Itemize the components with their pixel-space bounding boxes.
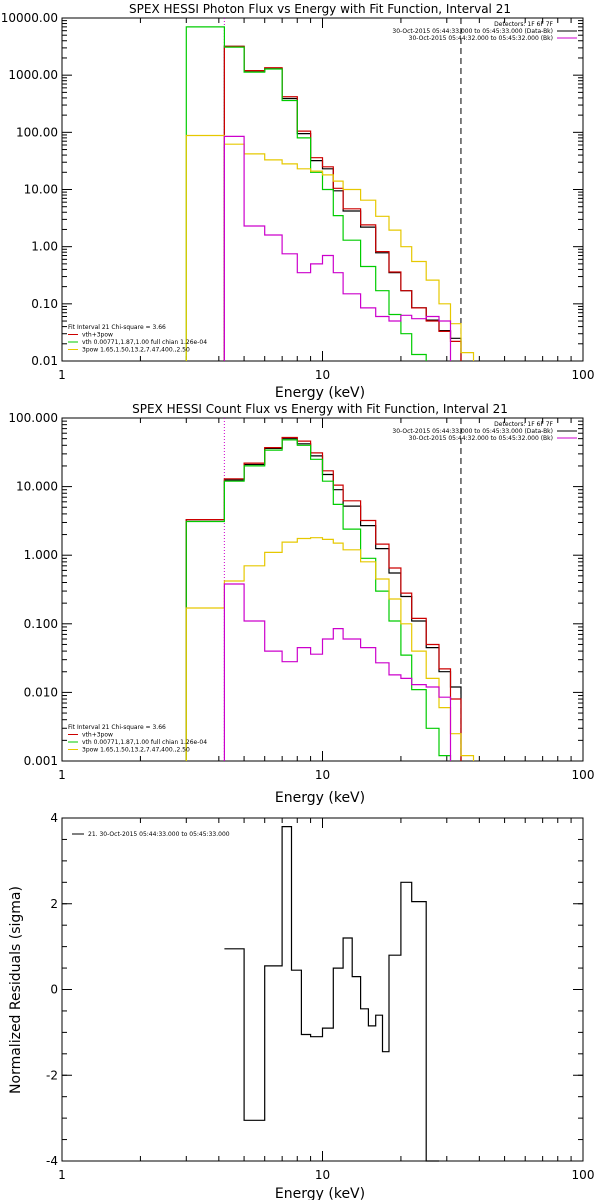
legend-entry: vth+3pow	[82, 732, 113, 739]
y-tick-label: 1.000	[24, 548, 58, 562]
y-tick-label: 0.001	[24, 754, 58, 768]
legend-entry: vth 0.00771,1.87,1.00 full chian 1.26e-0…	[82, 339, 207, 346]
series-vth-3pow-line	[223, 45, 462, 361]
chart-title: SPEX HESSI Photon Flux vs Energy with Fi…	[129, 2, 511, 16]
y-tick-label: 0.01	[31, 354, 58, 368]
legend-entry: Fit Interval 21 Chi-square = 3.66	[68, 324, 166, 331]
header-line: 30-Oct-2015 05:44:32.000 to 05:45:32.000…	[409, 35, 553, 42]
x-tick-label: 10	[315, 368, 330, 382]
x-tick-label: 100	[572, 1168, 595, 1182]
x-tick-label: 1	[58, 368, 66, 382]
series-vth-line	[185, 439, 452, 761]
plot-frame	[61, 817, 584, 1162]
y-axis-label: Normalized Residuals (sigma)	[8, 886, 24, 1094]
y-tick-label: 0	[50, 983, 58, 997]
legend-entry: vth+3pow	[82, 332, 113, 339]
residuals-panel: Energy (keV) Normalized Residuals (sigma…	[8, 811, 594, 1200]
legend-entry: vth 0.00771,1.87,1.00 full chian 1.26e-0…	[82, 739, 207, 746]
x-tick-label: 100	[572, 768, 595, 782]
legend-entry: 21. 30-Oct-2015 05:44:33.000 to 05:45:33…	[88, 831, 230, 838]
axis-ticks: 1 10 100 4 2 0 -2 -4	[46, 811, 594, 1182]
series-vth-line	[185, 26, 427, 361]
y-tick-label: 10.000	[16, 480, 58, 494]
photon-flux-panel: SPEX HESSI Photon Flux vs Energy with Fi…	[1, 2, 595, 401]
x-axis-label: Energy (keV)	[275, 790, 365, 806]
y-tick-label: 10000.00	[1, 11, 58, 25]
legend-entry: 3pow 1.65,1.50,13.2,7.47,400.,2.50	[82, 747, 190, 754]
header-line: Detectors: 1F 6F 7F	[494, 421, 553, 428]
y-tick-label: 2	[50, 897, 58, 911]
axis-ticks: 1 10 100 100.000 10.000 1.000 0.100 0.010 0.001	[8, 411, 594, 782]
legend-entry: Fit Interval 21 Chi-square = 3.66	[68, 724, 166, 731]
y-tick-label: 100.000	[8, 411, 58, 425]
y-tick-label: 0.100	[24, 617, 58, 631]
y-tick-label: 0.010	[24, 685, 58, 699]
y-tick-label: 1.00	[31, 240, 58, 254]
y-tick-label: -4	[46, 1154, 58, 1168]
count-flux-panel: SPEX HESSI Count Flux vs Energy with Fit…	[8, 402, 594, 806]
series-group	[224, 826, 439, 1162]
x-tick-label: 1	[58, 1168, 66, 1182]
series-bk-line	[223, 135, 452, 361]
legend: Fit Interval 21 Chi-square = 3.66vth+3po…	[68, 324, 207, 354]
header-line: 30-Oct-2015 05:44:32.000 to 05:45:32.000…	[409, 435, 553, 442]
y-tick-label: -2	[46, 1068, 58, 1082]
series-3pow-line	[185, 134, 475, 361]
y-tick-label: 4	[50, 811, 58, 825]
series-group	[185, 436, 475, 761]
axis-ticks: 1 10 100 10000.00 1000.00 100.00 10.00 1.00 0.10…	[1, 11, 595, 382]
x-tick-label: 1	[58, 768, 66, 782]
x-axis-label: Energy (keV)	[275, 1186, 365, 1200]
legend: 21. 30-Oct-2015 05:44:33.000 to 05:45:33…	[72, 831, 230, 838]
x-tick-label: 10	[315, 768, 330, 782]
x-tick-label: 100	[572, 368, 595, 382]
series-group	[185, 26, 475, 361]
series-data-bk-line	[185, 438, 462, 761]
header-line: 30-Oct-2015 05:44:33.000 to 05:45:33.000…	[392, 428, 553, 435]
header-line: Detectors: 1F 6F 7F	[494, 21, 553, 28]
x-tick-label: 10	[315, 1168, 330, 1182]
y-tick-label: 100.00	[16, 125, 58, 139]
series-vth-3pow-line	[185, 436, 462, 761]
header-line: 30-Oct-2015 05:44:33.000 to 05:45:33.000…	[392, 28, 553, 35]
y-tick-label: 10.00	[24, 183, 58, 197]
legend: Fit Interval 21 Chi-square = 3.66vth+3po…	[68, 724, 207, 754]
legend-entry: 3pow 1.65,1.50,13.2,7.47,400.,2.50	[82, 347, 190, 354]
series-bk-line	[223, 583, 452, 761]
y-tick-label: 1000.00	[8, 68, 58, 82]
chart-title: SPEX HESSI Count Flux vs Energy with Fit…	[132, 402, 508, 416]
x-axis-label: Energy (keV)	[275, 385, 365, 401]
series-3pow-line	[185, 537, 475, 761]
series-21-30-oct-2015-05-44-33-000-to-05-45-33-000-line	[224, 826, 439, 1162]
y-tick-label: 0.10	[31, 297, 58, 311]
